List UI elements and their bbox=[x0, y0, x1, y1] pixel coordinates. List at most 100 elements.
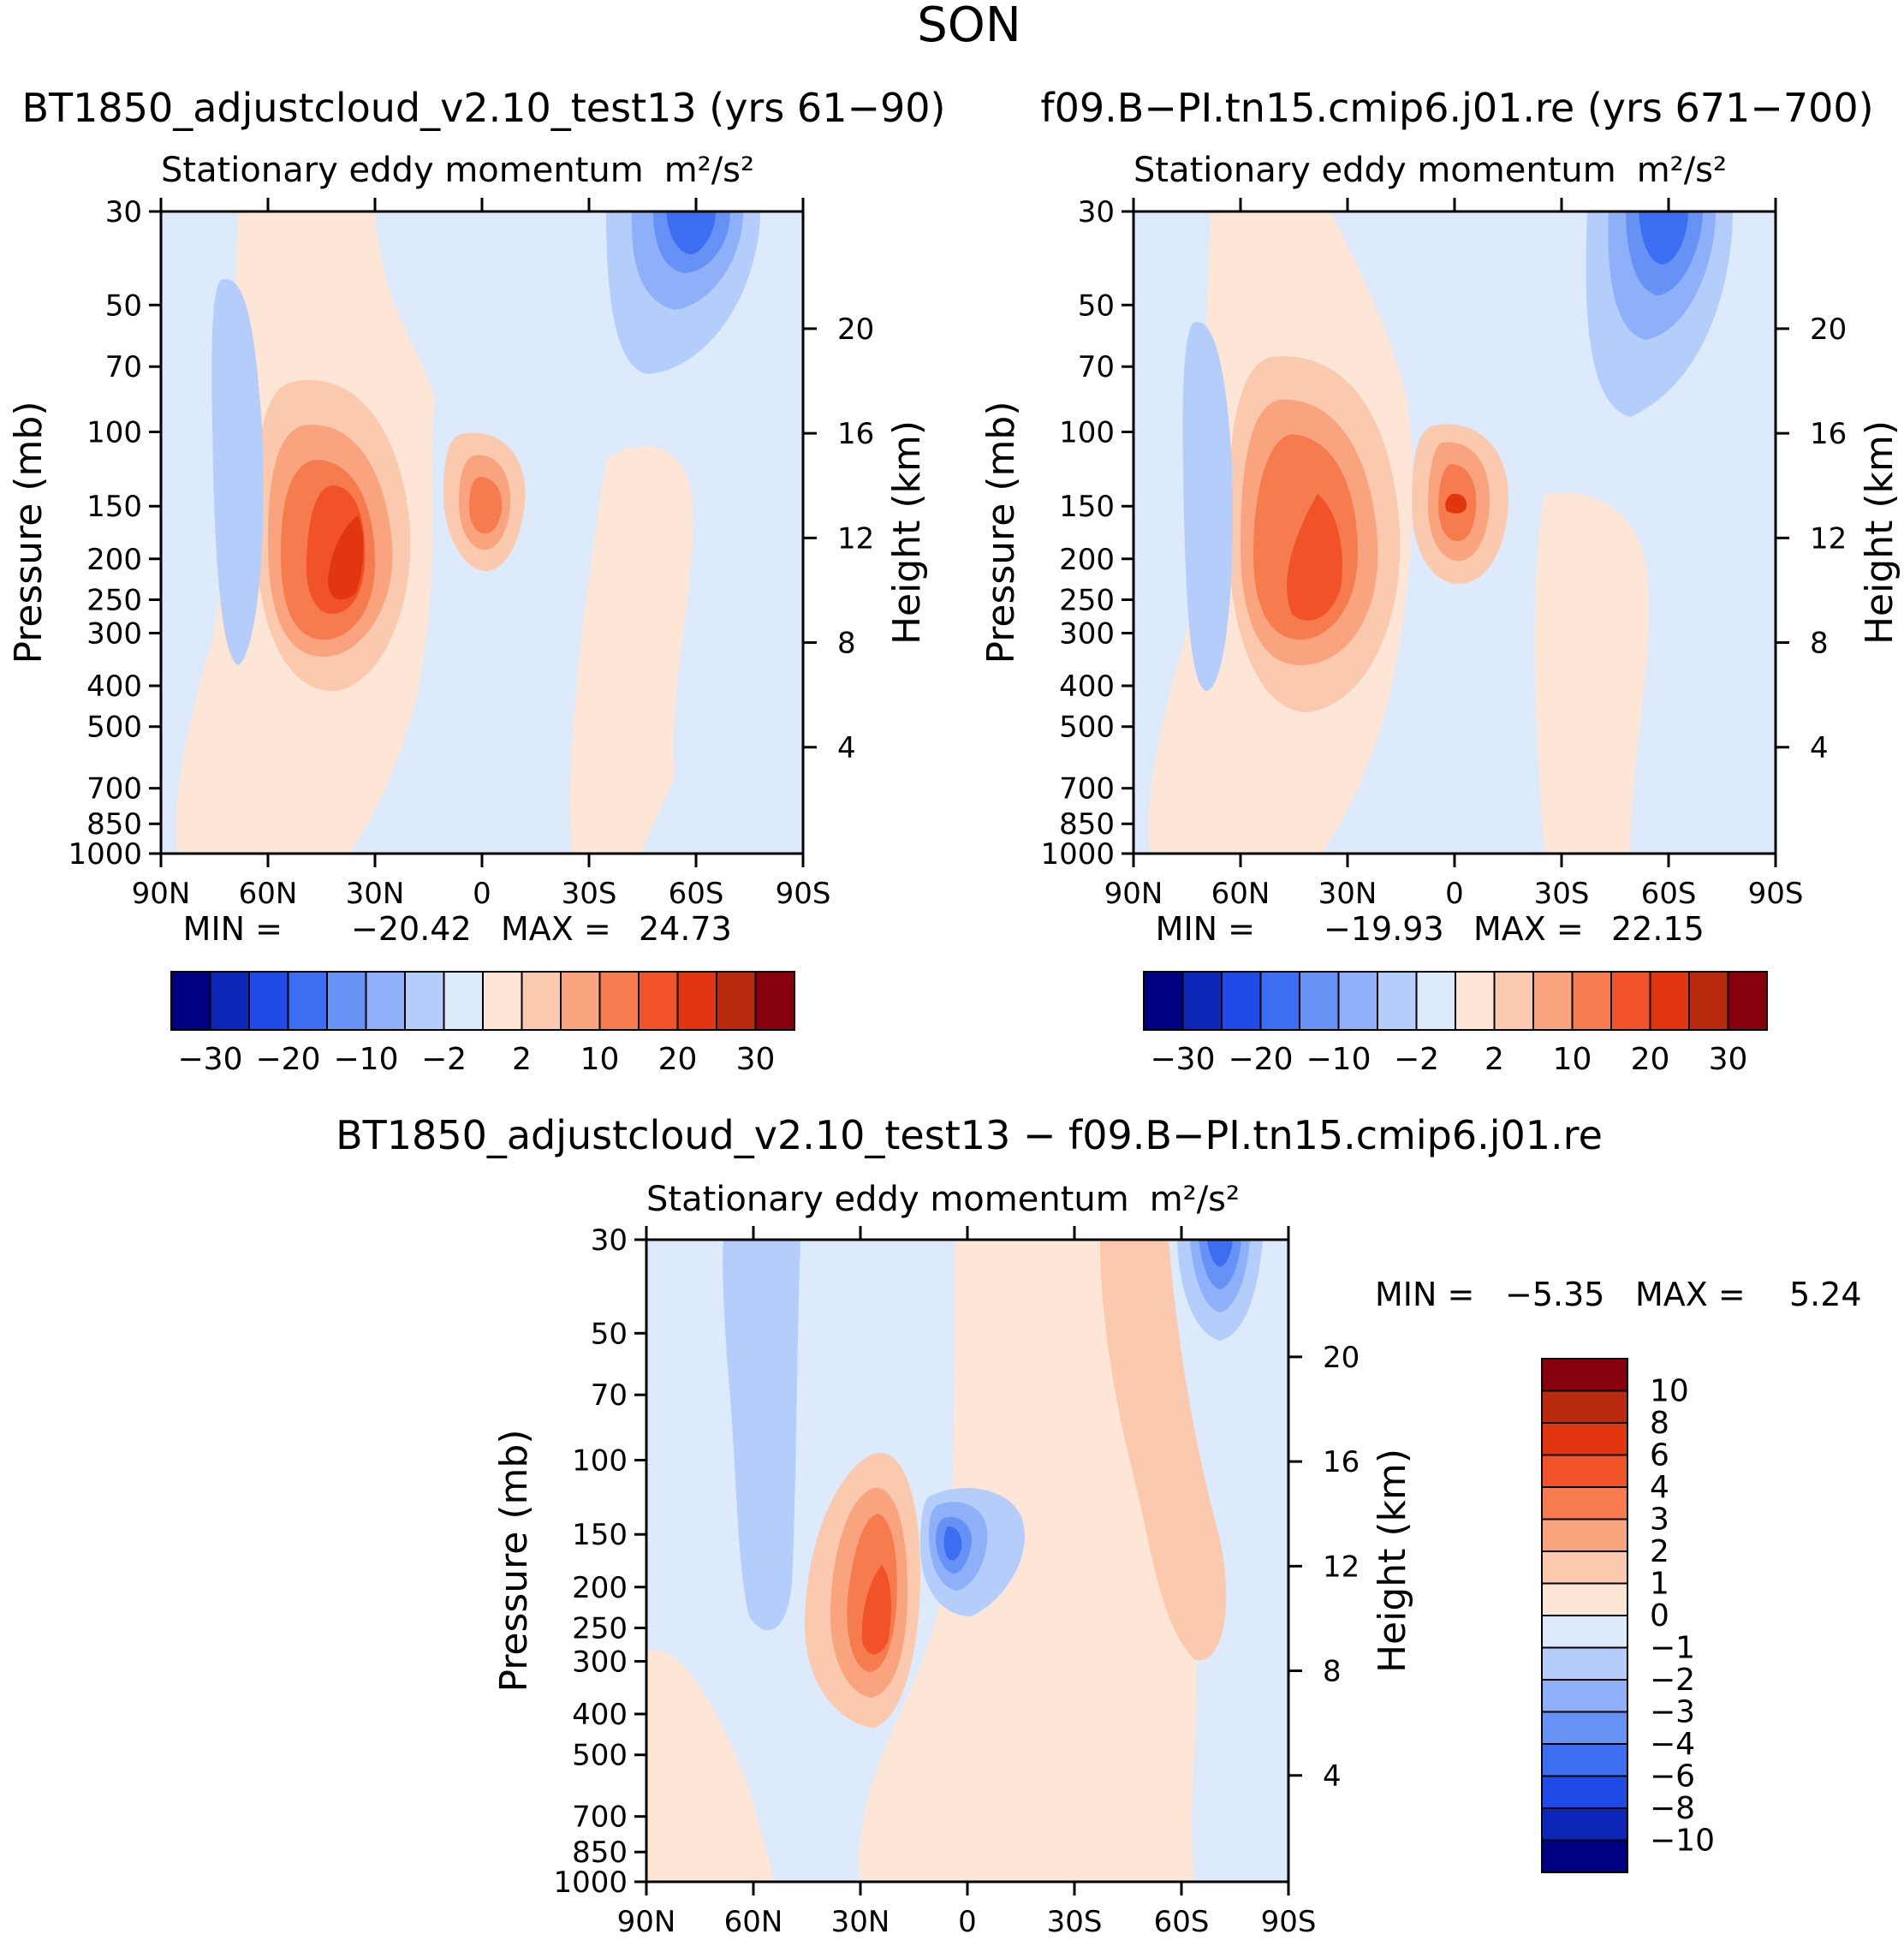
panel-b-pressure-tick-label: 400 bbox=[1059, 669, 1115, 704]
panel-a-pressure-tick-label: 30 bbox=[105, 195, 142, 229]
panel-c-min-label: MIN = bbox=[1375, 1276, 1474, 1313]
panel-b-pressure-tick-label: 300 bbox=[1059, 616, 1115, 651]
panel-a-min-label: MIN = bbox=[183, 910, 283, 948]
panel-c-colorbar-swatch bbox=[1541, 1358, 1628, 1392]
panel-a-colorbar-swatch bbox=[676, 971, 717, 1031]
figure-title: SON bbox=[917, 0, 1021, 53]
panel-c-pressure-tick-label: 100 bbox=[572, 1444, 628, 1479]
panel-c-ylabel-right: Height (km) bbox=[1371, 1449, 1414, 1673]
panel-a-pressure-tick-label: 70 bbox=[105, 350, 142, 384]
panel-c-colorbar-swatch bbox=[1541, 1646, 1628, 1681]
panel-a-colorbar-label: −30 bbox=[178, 1042, 243, 1077]
panel-a-colorbar-label: −20 bbox=[256, 1042, 321, 1077]
panel-c-colorbar-swatch bbox=[1541, 1775, 1628, 1809]
panel-b-colorbar-swatch bbox=[1299, 971, 1340, 1031]
panel-b-colorbar-label: −20 bbox=[1229, 1042, 1294, 1077]
panel-a-colorbar-label: −2 bbox=[421, 1042, 467, 1077]
panel-b-height-tick-label: 16 bbox=[1810, 417, 1847, 451]
panel-a-subtitle: Stationary eddy momentum m²/s² bbox=[161, 151, 754, 190]
panel-c-pressure-tick-label: 250 bbox=[572, 1611, 628, 1645]
panel-c-ylabel-left: Pressure (mb) bbox=[492, 1430, 536, 1693]
panel-a-pressure-tick-label: 250 bbox=[86, 583, 142, 617]
panel-b-lat-tick-label: 30N bbox=[1318, 877, 1377, 911]
panel-b-colorbar-label: 10 bbox=[1553, 1042, 1592, 1077]
panel-c-colorbar-swatch bbox=[1541, 1711, 1628, 1745]
panel-b-max-value: 22.15 bbox=[1611, 910, 1705, 948]
panel-c-pressure-tick-label: 50 bbox=[591, 1317, 628, 1351]
panel-c-colorbar-label: 4 bbox=[1650, 1470, 1669, 1505]
panel-b-ylabel-left: Pressure (mb) bbox=[979, 402, 1023, 664]
panel-a-ylabel-left: Pressure (mb) bbox=[7, 402, 51, 664]
panel-b-lat-tick-label: 90S bbox=[1748, 877, 1804, 911]
panel-a-contour-negative-fill bbox=[211, 279, 264, 665]
panel-a-pressure-tick-label: 150 bbox=[86, 490, 142, 524]
panel-c-lat-tick-label: 90S bbox=[1261, 1905, 1317, 1939]
panel-c-colorbar-label: 2 bbox=[1650, 1534, 1669, 1569]
panel-c-min-value: −5.35 bbox=[1505, 1276, 1604, 1313]
panel-a-contours bbox=[176, 211, 760, 854]
panel-c-colorbar-label: 10 bbox=[1650, 1374, 1689, 1409]
panel-a-frame bbox=[159, 210, 805, 855]
panel-a-colorbar-swatch bbox=[209, 971, 250, 1031]
panel-b-frame bbox=[1132, 210, 1777, 855]
panel-b-height-tick-label: 4 bbox=[1810, 731, 1829, 765]
panel-b-contours bbox=[1148, 211, 1733, 854]
panel-a-colorbar: −30 −20 −10 −2 2 10 20 30 bbox=[170, 971, 795, 1077]
panel-a-pressure-tick-label: 500 bbox=[86, 711, 142, 745]
panel-a-height-tick-label: 20 bbox=[837, 312, 874, 347]
panel-b-pressure-tick-label: 30 bbox=[1078, 195, 1115, 229]
panel-b-lat-tick-label: 90N bbox=[1104, 877, 1163, 911]
panel-c-height-tick-label: 8 bbox=[1323, 1655, 1342, 1689]
panel-c-case-title: BT1850_adjustcloud_v2.10_test13 − f09.B−… bbox=[336, 1112, 1603, 1158]
panel-b-contour-negative-fill bbox=[1182, 322, 1233, 691]
panel-b-colorbar-swatch bbox=[1610, 971, 1651, 1031]
panel-b-colorbar: −30 −20 −10 −2 2 10 20 30 bbox=[1143, 971, 1768, 1077]
panel-b-colorbar-label: 30 bbox=[1709, 1042, 1748, 1077]
panel-c-pressure-tick-label: 1000 bbox=[553, 1866, 628, 1900]
panel-a-pressure-tick-label: 1000 bbox=[68, 837, 142, 872]
panel-a-colorbar-swatch bbox=[248, 971, 289, 1031]
panel-b-ylabel-right: Height (km) bbox=[1858, 420, 1901, 645]
panel-a-colorbar-label: −10 bbox=[334, 1042, 399, 1077]
panel-c-colorbar-swatch bbox=[1541, 1390, 1628, 1424]
panel-b-colorbar-swatch bbox=[1649, 971, 1690, 1031]
panel-c-height-tick-label: 20 bbox=[1323, 1341, 1360, 1375]
panel-b-colorbar-swatch bbox=[1337, 971, 1378, 1031]
panel-c-colorbar-swatch bbox=[1541, 1422, 1628, 1456]
panel-b-colorbar-swatch bbox=[1259, 971, 1300, 1031]
panel-b-pressure-tick-label: 250 bbox=[1059, 583, 1115, 617]
panel-c-contour-positive-fill bbox=[861, 1565, 891, 1655]
panel-a-pressure-tick-label: 850 bbox=[86, 807, 142, 842]
panel-b-colorbar-swatch bbox=[1377, 971, 1418, 1031]
panel-c-contour-positive-fill bbox=[1100, 1240, 1227, 1661]
panel-a-colorbar-swatch bbox=[404, 971, 445, 1031]
panel-b-colorbar-swatch bbox=[1181, 971, 1223, 1031]
panel-c-colorbar-label: −6 bbox=[1650, 1759, 1695, 1794]
panel-c-pressure-tick-label: 30 bbox=[591, 1223, 628, 1258]
panel-c-colorbar-label: −4 bbox=[1650, 1727, 1695, 1762]
panel-c-colorbar-label: −1 bbox=[1650, 1631, 1695, 1666]
panel-b-pressure-tick-label: 150 bbox=[1059, 490, 1115, 524]
panel-b-pressure-tick-label: 50 bbox=[1078, 289, 1115, 323]
panel-a-lat-tick-label: 60N bbox=[239, 877, 298, 911]
panel-c-colorbar-swatch bbox=[1541, 1454, 1628, 1488]
panel-c-contour-positive-fill bbox=[859, 1240, 1197, 1882]
panel-b-min-value: −19.93 bbox=[1324, 910, 1444, 948]
panel-a-colorbar-swatch bbox=[482, 971, 523, 1031]
panel-b-colorbar-swatch bbox=[1143, 971, 1184, 1031]
panel-c-height-tick-label: 4 bbox=[1323, 1759, 1342, 1794]
panel-b-lat-tick-label: 30S bbox=[1534, 877, 1590, 911]
panel-c-colorbar-swatch bbox=[1541, 1615, 1628, 1649]
panel-b-height-tick-label: 20 bbox=[1810, 312, 1847, 347]
panel-a-pressure-tick-label: 100 bbox=[86, 416, 142, 450]
panel-c-pressure-tick-label: 150 bbox=[572, 1518, 628, 1552]
panel-a-lat-tick-label: 30S bbox=[562, 877, 617, 911]
panel-b-contour-positive-fill bbox=[1287, 494, 1342, 621]
panel-b-contour-negative-fill bbox=[1639, 211, 1688, 265]
panel-b-colorbar-swatch bbox=[1532, 971, 1574, 1031]
panel-b-colorbar-swatch bbox=[1571, 971, 1612, 1031]
